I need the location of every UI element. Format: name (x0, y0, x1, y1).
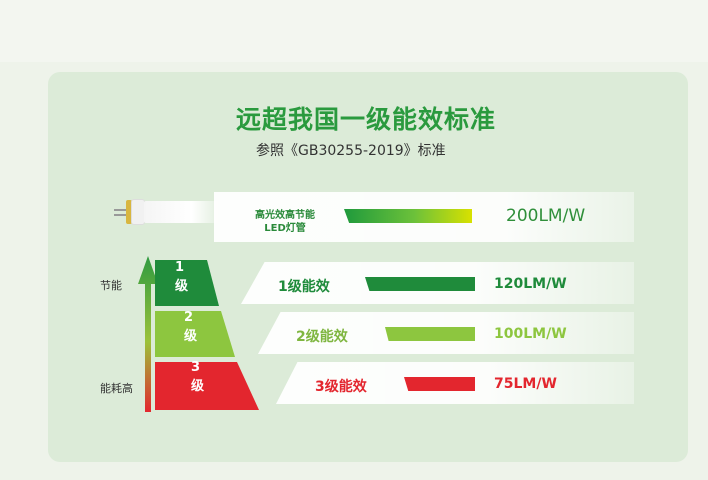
level-2-name: 2级能效 (296, 329, 348, 345)
led-value: 200LM/W (506, 206, 586, 226)
scale-top-label: 节能 (100, 279, 122, 292)
page-title: 远超我国一级能效标准 (236, 105, 497, 134)
level-pyramid (155, 260, 259, 410)
tier-1-shape (155, 260, 219, 306)
efficiency-arrow (138, 256, 158, 412)
level-1-name: 1级能效 (278, 279, 330, 295)
led-label: 高光效高节能 LED灯管 (255, 210, 315, 234)
tier-3-shape (155, 362, 259, 410)
tier-2-shape (155, 311, 235, 357)
standard-subtitle: 参照《GB30255-2019》标准 (256, 143, 446, 159)
level-3-value: 75LM/W (494, 376, 557, 392)
level-1-value: 120LM/W (494, 276, 567, 292)
level-1-bar (365, 277, 475, 291)
level-3-bar (404, 377, 475, 391)
top-background (0, 0, 708, 62)
scale-bottom-label: 能耗高 (100, 382, 133, 395)
led-tube-image (114, 196, 224, 228)
level-2-bar (385, 327, 475, 341)
level-2-value: 100LM/W (494, 326, 567, 342)
level-3-name: 3级能效 (315, 379, 367, 395)
led-efficacy-bar (344, 209, 472, 223)
